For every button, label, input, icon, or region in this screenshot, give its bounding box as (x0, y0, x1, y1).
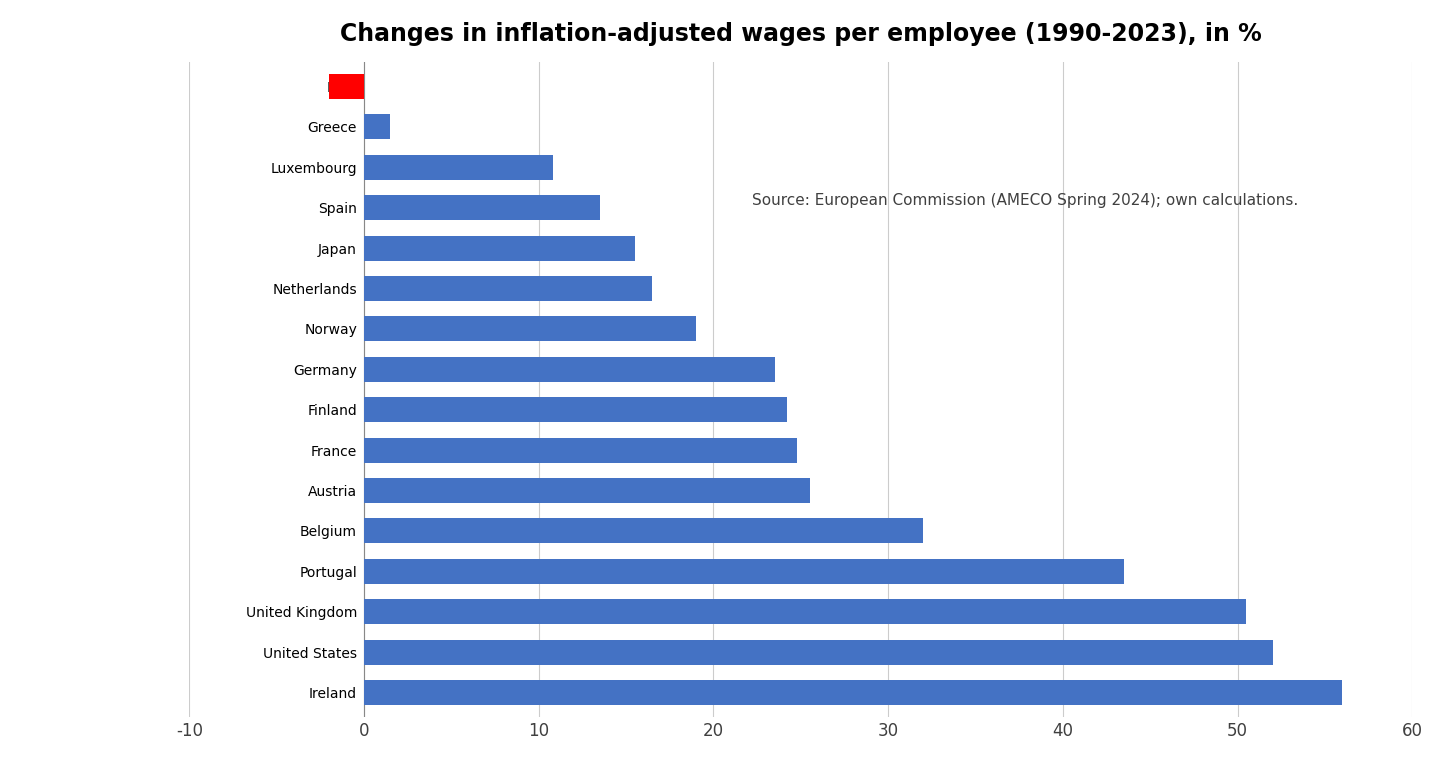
Bar (364, 640, 1273, 664)
Bar (364, 316, 696, 341)
Bar (364, 276, 652, 301)
Bar (364, 438, 798, 463)
Bar (364, 115, 390, 139)
Bar (364, 357, 775, 382)
Bar (364, 680, 1342, 705)
Bar (364, 397, 786, 422)
Bar (364, 599, 1246, 624)
Bar (364, 478, 810, 503)
Bar (364, 235, 635, 261)
Bar (364, 518, 923, 544)
Text: Source: European Commission (AMECO Spring 2024); own calculations.: Source: European Commission (AMECO Sprin… (751, 193, 1299, 208)
Bar (364, 155, 553, 180)
Bar (364, 559, 1124, 583)
Bar (364, 196, 600, 220)
Title: Changes in inflation-adjusted wages per employee (1990-2023), in %: Changes in inflation-adjusted wages per … (339, 23, 1262, 47)
Bar (329, 74, 364, 99)
